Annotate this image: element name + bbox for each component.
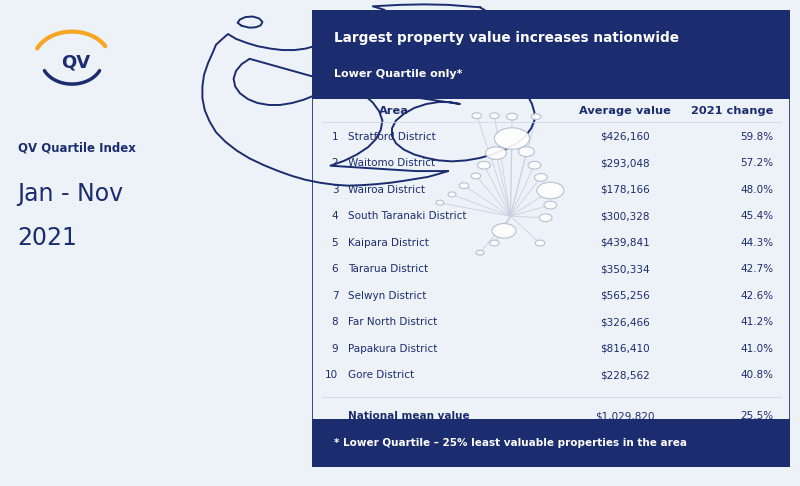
- Text: 8: 8: [332, 317, 338, 327]
- Text: 59.8%: 59.8%: [741, 132, 774, 142]
- Text: 45.4%: 45.4%: [741, 211, 774, 221]
- Text: $1,029,820: $1,029,820: [596, 411, 655, 421]
- Text: Area: Area: [379, 106, 409, 116]
- Text: QV: QV: [61, 53, 90, 71]
- Text: 10: 10: [325, 370, 338, 380]
- Circle shape: [531, 114, 541, 120]
- Circle shape: [518, 147, 534, 156]
- Text: Jan - Nov: Jan - Nov: [18, 182, 124, 207]
- Circle shape: [490, 240, 499, 246]
- Text: 4: 4: [332, 211, 338, 221]
- Text: 42.7%: 42.7%: [741, 264, 774, 274]
- Circle shape: [476, 250, 484, 255]
- Text: 2021 change: 2021 change: [691, 106, 774, 116]
- Circle shape: [506, 113, 518, 120]
- Circle shape: [448, 192, 456, 197]
- Circle shape: [459, 183, 469, 189]
- Text: $326,466: $326,466: [601, 317, 650, 327]
- Circle shape: [535, 240, 545, 246]
- Text: National mean value: National mean value: [348, 411, 470, 421]
- Text: 41.0%: 41.0%: [741, 344, 774, 354]
- Text: $178,166: $178,166: [601, 185, 650, 195]
- Text: Stratford District: Stratford District: [348, 132, 436, 142]
- Text: 7: 7: [332, 291, 338, 301]
- Text: $565,256: $565,256: [601, 291, 650, 301]
- Text: Selwyn District: Selwyn District: [348, 291, 426, 301]
- Text: 42.6%: 42.6%: [741, 291, 774, 301]
- Text: * Lower Quartile – 25% least valuable properties in the area: * Lower Quartile – 25% least valuable pr…: [334, 437, 686, 448]
- Text: QV Quartile Index: QV Quartile Index: [18, 142, 135, 155]
- Text: 2021: 2021: [18, 226, 78, 250]
- Text: 1: 1: [332, 132, 338, 142]
- Text: 44.3%: 44.3%: [741, 238, 774, 248]
- Circle shape: [534, 174, 547, 181]
- Text: 40.8%: 40.8%: [741, 370, 774, 380]
- Circle shape: [486, 147, 506, 159]
- Text: Waitomo District: Waitomo District: [348, 158, 435, 168]
- Text: Papakura District: Papakura District: [348, 344, 438, 354]
- Circle shape: [494, 128, 530, 149]
- Circle shape: [436, 200, 444, 205]
- Text: Gore District: Gore District: [348, 370, 414, 380]
- Text: 41.2%: 41.2%: [741, 317, 774, 327]
- Circle shape: [544, 201, 557, 209]
- Text: South Taranaki District: South Taranaki District: [348, 211, 466, 221]
- Text: $816,410: $816,410: [601, 344, 650, 354]
- Circle shape: [490, 113, 499, 119]
- Circle shape: [472, 113, 482, 119]
- Text: Far North District: Far North District: [348, 317, 437, 327]
- FancyBboxPatch shape: [312, 418, 790, 467]
- Text: 25.5%: 25.5%: [741, 411, 774, 421]
- Text: $426,160: $426,160: [601, 132, 650, 142]
- Circle shape: [471, 173, 481, 179]
- Text: 2: 2: [332, 158, 338, 168]
- Text: 5: 5: [332, 238, 338, 248]
- Text: Largest property value increases nationwide: Largest property value increases nationw…: [334, 31, 678, 45]
- Text: Kaipara District: Kaipara District: [348, 238, 429, 248]
- Text: 9: 9: [332, 344, 338, 354]
- Text: 3: 3: [332, 185, 338, 195]
- Text: Wairoa District: Wairoa District: [348, 185, 425, 195]
- Text: $293,048: $293,048: [601, 158, 650, 168]
- Text: 6: 6: [332, 264, 338, 274]
- Circle shape: [539, 214, 552, 222]
- Text: Tararua District: Tararua District: [348, 264, 428, 274]
- FancyBboxPatch shape: [312, 10, 790, 99]
- Circle shape: [492, 224, 516, 238]
- Text: 57.2%: 57.2%: [741, 158, 774, 168]
- Circle shape: [537, 182, 564, 199]
- Circle shape: [528, 161, 541, 169]
- Text: $300,328: $300,328: [601, 211, 650, 221]
- Text: Lower Quartile only*: Lower Quartile only*: [334, 69, 462, 79]
- Text: $228,562: $228,562: [601, 370, 650, 380]
- Text: $350,334: $350,334: [601, 264, 650, 274]
- Text: Average value: Average value: [579, 106, 671, 116]
- Text: $439,841: $439,841: [601, 238, 650, 248]
- Circle shape: [478, 161, 490, 169]
- Text: 48.0%: 48.0%: [741, 185, 774, 195]
